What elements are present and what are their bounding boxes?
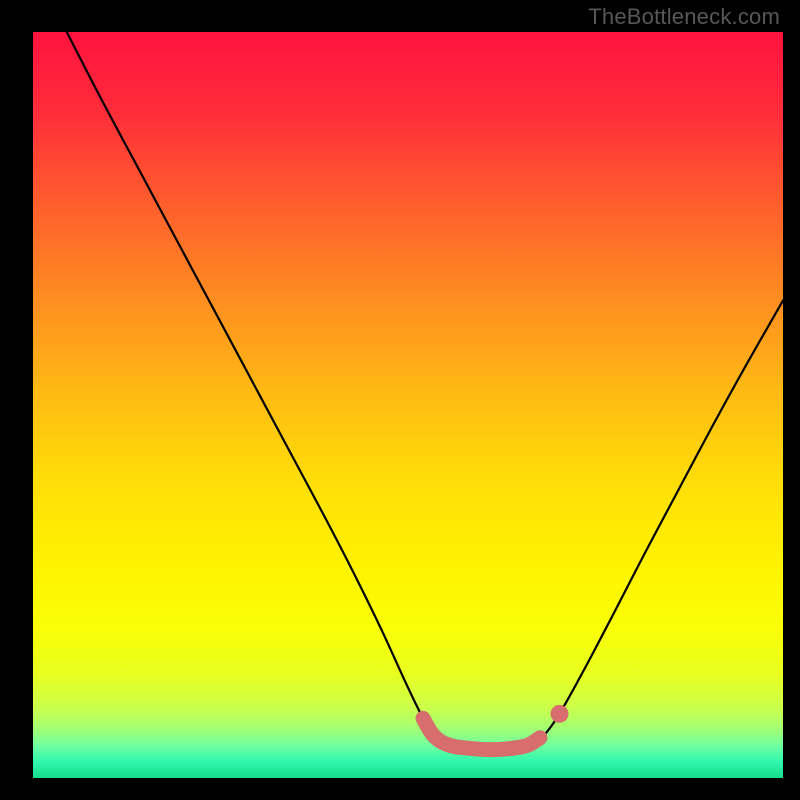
plot-area [33,32,783,778]
chart-svg [33,32,783,778]
gradient-background [33,32,783,778]
chart-frame: TheBottleneck.com [0,0,800,800]
watermark-text: TheBottleneck.com [588,4,780,30]
highlight-dot [551,705,569,723]
